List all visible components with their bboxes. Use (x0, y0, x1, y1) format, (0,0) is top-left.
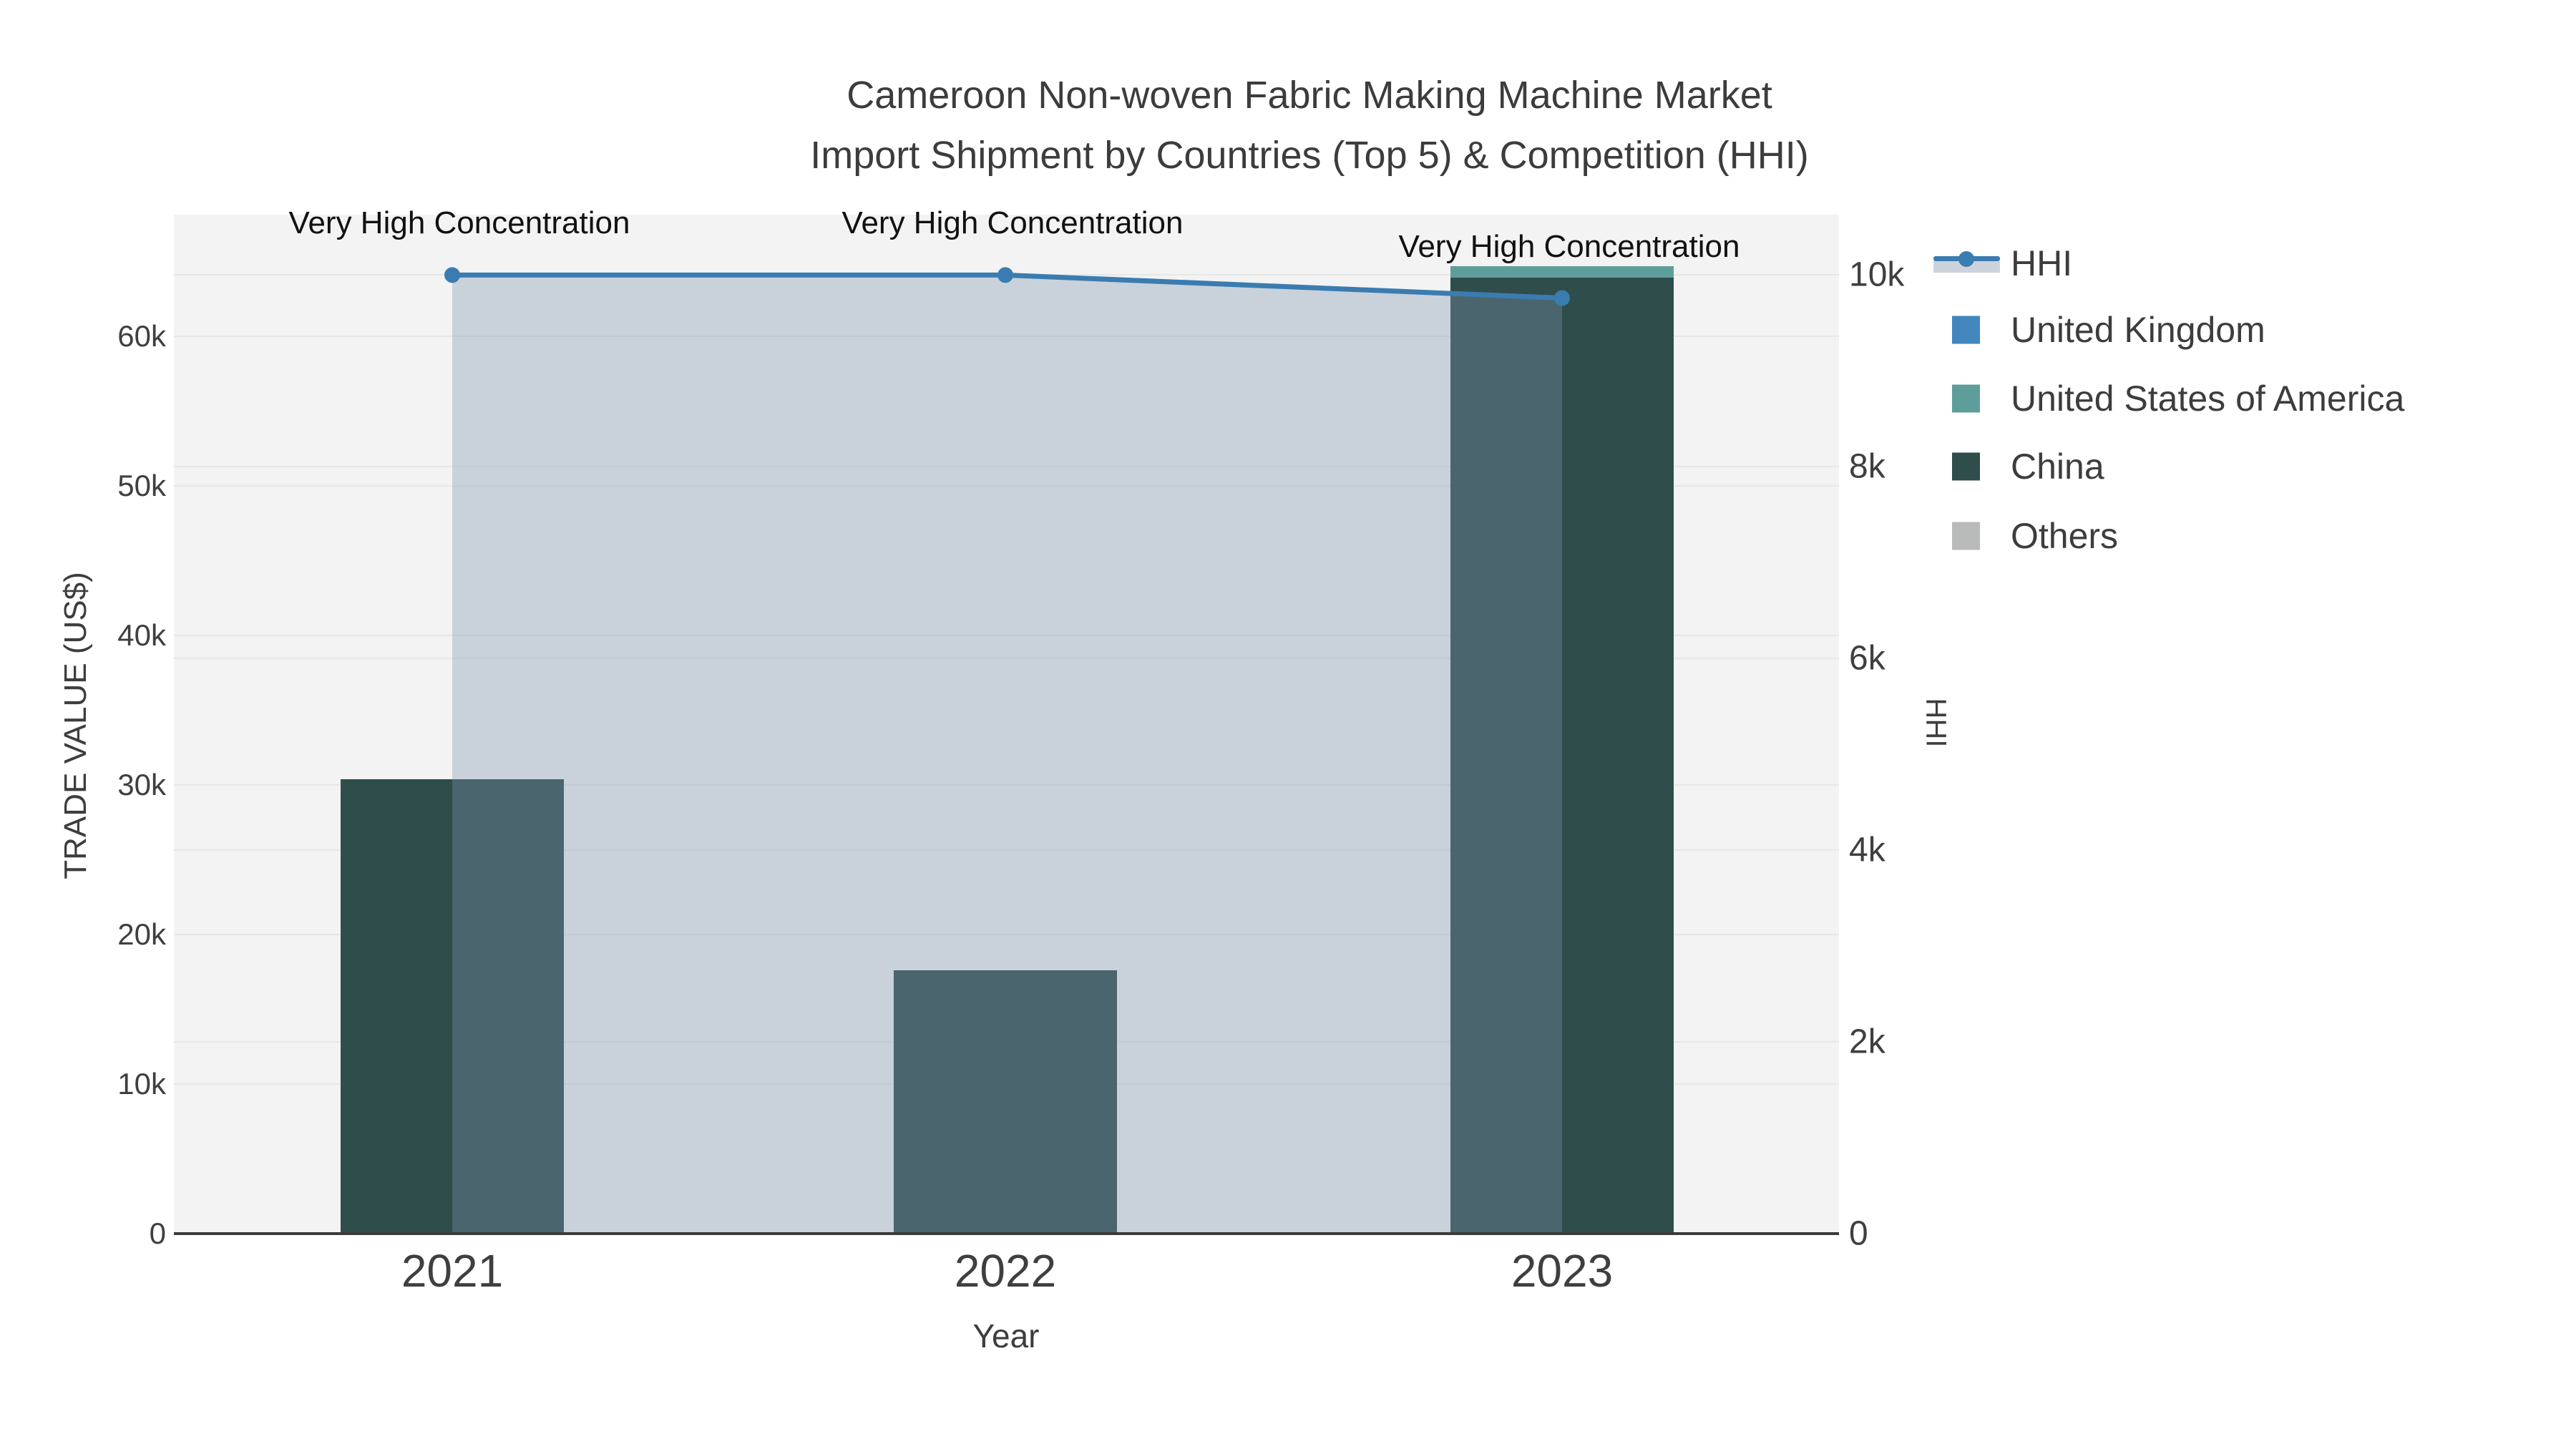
gridline (174, 634, 1839, 636)
y-left-tick-40k: 40k (117, 618, 166, 652)
legend-swatch-united-states-of-america (1952, 384, 1980, 413)
bar-segment-united-states-of-america-2023[interactable] (1450, 265, 1674, 278)
y-right-tick-8k: 8k (1849, 447, 1885, 486)
gridline (174, 784, 1839, 786)
legend-hhi-marker (1958, 251, 1974, 267)
hhi-marker-2023[interactable] (1554, 290, 1570, 306)
y-left-tick-50k: 50k (117, 468, 166, 502)
gridline (174, 849, 1839, 852)
gridline (174, 466, 1839, 468)
y-right-tick-6k: 6k (1849, 639, 1885, 678)
legend-label-united-states-of-america: United States of America (2011, 379, 2405, 419)
y-left-tick-10k: 10k (117, 1066, 166, 1101)
gridline (174, 933, 1839, 935)
legend-hhi-line-swatch (1933, 251, 2000, 273)
x-tick-2021: 2021 (401, 1245, 504, 1297)
legend-swatch-china (1952, 452, 1980, 481)
legend-swatch-united-kingdom (1952, 316, 1980, 344)
annotation-2023: Very High Concentration (1398, 228, 1740, 264)
x-axis-line (174, 1232, 1839, 1235)
y-axis-left-title: TRADE VALUE (US$) (58, 572, 93, 879)
annotation-2022: Very High Concentration (841, 205, 1184, 241)
plot-area (174, 215, 1839, 1234)
x-tick-2023: 2023 (1511, 1245, 1614, 1297)
y-right-tick-10k: 10k (1849, 255, 1905, 294)
legend-label-united-kingdom: United Kingdom (2011, 310, 2265, 350)
annotation-2021: Very High Concentration (288, 205, 630, 241)
y-right-tick-2k: 2k (1849, 1023, 1885, 1061)
y-left-tick-0: 0 (149, 1216, 166, 1250)
y-axis-right-title: HHI (1920, 698, 1952, 748)
gridline (174, 335, 1839, 337)
chart-title-line1: Cameroon Non-woven Fabric Making Machine… (847, 74, 1772, 117)
legend-label-china: China (2011, 447, 2104, 487)
x-tick-2022: 2022 (954, 1245, 1057, 1297)
legend-label-hhi: HHI (2011, 243, 2073, 283)
y-left-tick-20k: 20k (117, 917, 166, 951)
gridline (174, 484, 1839, 487)
y-left-tick-30k: 30k (117, 767, 166, 801)
hhi-line-layer (444, 267, 1570, 1234)
legend-swatch-others (1952, 522, 1980, 550)
y-right-tick-4k: 4k (1849, 831, 1885, 869)
legend-hhi-band (1933, 261, 2000, 273)
y-left-tick-60k: 60k (117, 318, 166, 353)
legend-label-others: Others (2011, 516, 2119, 556)
bar-segment-china-2023[interactable] (1450, 278, 1674, 1234)
hhi-marker-2022[interactable] (997, 267, 1013, 283)
hhi-marker-2021[interactable] (444, 267, 460, 283)
hhi-area-fill (452, 275, 1562, 1234)
bar-segment-china-2022[interactable] (894, 970, 1117, 1234)
y-right-tick-0: 0 (1849, 1214, 1868, 1253)
chart-title-line2: Import Shipment by Countries (Top 5) & C… (810, 134, 1809, 177)
gridline (174, 658, 1839, 660)
bar-segment-china-2021[interactable] (341, 779, 564, 1234)
x-axis-title: Year (972, 1317, 1040, 1355)
